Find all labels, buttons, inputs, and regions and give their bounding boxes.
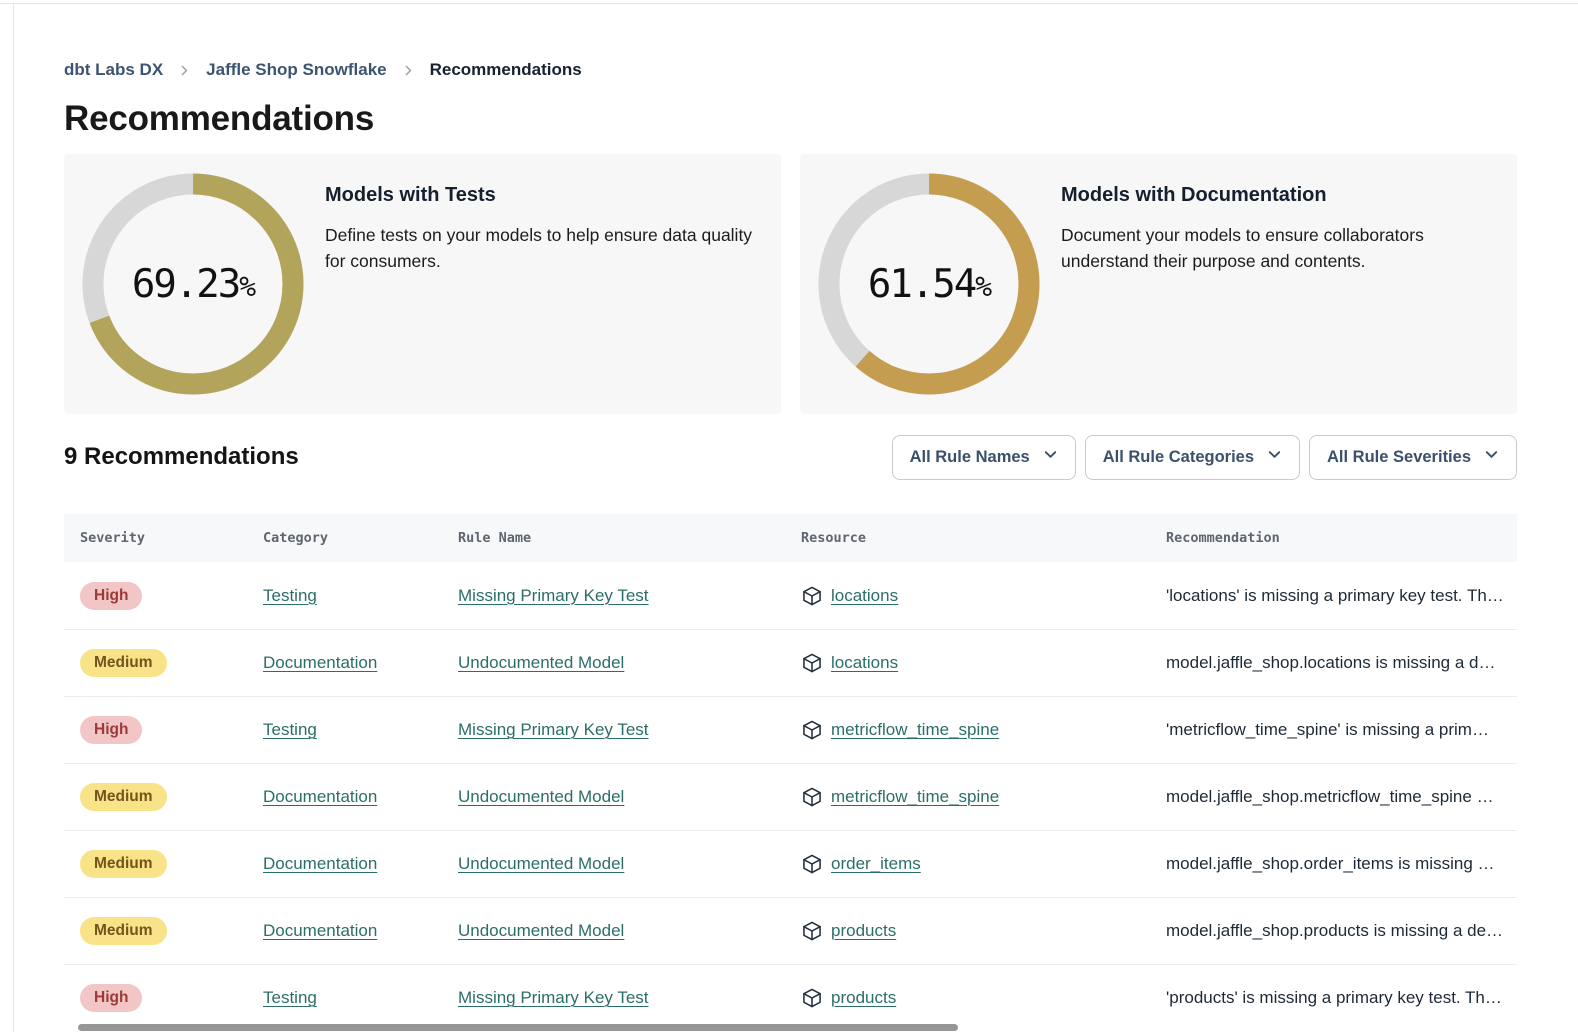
column-header-resource: Resource [801,530,1166,546]
rule-name-link[interactable]: Undocumented Model [458,854,624,873]
table-row: Medium Documentation Undocumented Model … [64,629,1517,696]
recommendations-table: Severity Category Rule Name Resource Rec… [64,514,1517,1031]
table-body: High Testing Missing Primary Key Test lo… [64,562,1517,1031]
chevron-right-icon [402,64,415,77]
recommendations-count-heading: 9 Recommendations [64,443,299,471]
recommendation-text: 'locations' is missing a primary key tes… [1166,586,1517,606]
category-link[interactable]: Documentation [263,653,377,672]
models-with-documentation-donut-chart: 61.54% [818,173,1040,395]
card-description-models-with-documentation: Document your models to ensure collabora… [1061,222,1513,274]
recommendation-text: model.jaffle_shop.order_items is missing… [1166,854,1517,874]
horizontal-scrollbar-thumb[interactable] [78,1024,958,1031]
model-cube-icon [801,987,823,1009]
filter-bar: All Rule Names All Rule Categories All R… [892,435,1517,480]
severity-badge: Medium [80,917,167,945]
column-header-rule-name: Rule Name [458,530,801,546]
models-with-tests-donut-chart: 69.23% [82,173,304,395]
page-title: Recommendations [64,99,374,139]
severity-badge: High [80,582,142,610]
model-cube-icon [801,920,823,942]
table-header-row: Severity Category Rule Name Resource Rec… [64,514,1517,562]
models-with-documentation-card: 61.54% Models with Documentation Documen… [800,154,1517,414]
model-cube-icon [801,853,823,875]
content-top-divider [0,3,1578,4]
model-cube-icon [801,585,823,607]
metric-cards: 69.23% Models with Tests Define tests on… [64,154,1517,414]
resource-link[interactable]: locations [831,653,898,673]
chevron-down-icon [1267,447,1282,467]
breadcrumb-item-dbt-labs-dx[interactable]: dbt Labs DX [64,60,163,80]
recommendation-text: model.jaffle_shop.products is missing a … [1166,921,1517,941]
category-link[interactable]: Documentation [263,787,377,806]
table-row: Medium Documentation Undocumented Model … [64,830,1517,897]
severity-badge: High [80,716,142,744]
rule-name-link[interactable]: Missing Primary Key Test [458,586,649,605]
resource-link[interactable]: metricflow_time_spine [831,720,999,740]
table-row: High Testing Missing Primary Key Test pr… [64,964,1517,1031]
table-row: Medium Documentation Undocumented Model … [64,763,1517,830]
breadcrumb-item-recommendations: Recommendations [430,60,582,80]
severity-badge: Medium [80,783,167,811]
breadcrumb-item-jaffle-shop-snowflake[interactable]: Jaffle Shop Snowflake [206,60,386,80]
chevron-down-icon [1484,447,1499,467]
model-cube-icon [801,719,823,741]
column-header-severity: Severity [64,530,263,546]
models-with-tests-percent: 69.23% [82,173,304,395]
card-description-models-with-tests: Define tests on your models to help ensu… [325,222,777,274]
recommendation-text: model.jaffle_shop.metricflow_time_spine … [1166,787,1517,807]
resource-link[interactable]: products [831,988,896,1008]
model-cube-icon [801,652,823,674]
category-link[interactable]: Documentation [263,854,377,873]
category-link[interactable]: Documentation [263,921,377,940]
recommendations-section-header: 9 Recommendations All Rule Names All Rul… [64,434,1517,480]
rule-severities-filter-dropdown[interactable]: All Rule Severities [1309,435,1517,480]
models-with-documentation-percent: 61.54% [818,173,1040,395]
resource-link[interactable]: order_items [831,854,921,874]
category-link[interactable]: Testing [263,586,317,605]
card-title-models-with-tests: Models with Tests [325,184,496,207]
models-with-tests-card: 69.23% Models with Tests Define tests on… [64,154,781,414]
rule-name-link[interactable]: Undocumented Model [458,921,624,940]
recommendation-text: 'products' is missing a primary key test… [1166,988,1517,1008]
breadcrumb: dbt Labs DX Jaffle Shop Snowflake Recomm… [64,60,582,80]
rule-name-link[interactable]: Missing Primary Key Test [458,988,649,1007]
rule-categories-filter-dropdown[interactable]: All Rule Categories [1085,435,1300,480]
column-header-category: Category [263,530,458,546]
recommendation-text: 'metricflow_time_spine' is missing a pri… [1166,720,1517,740]
card-title-models-with-documentation: Models with Documentation [1061,184,1327,207]
content-left-divider [13,3,14,1032]
category-link[interactable]: Testing [263,720,317,739]
severity-badge: Medium [80,649,167,677]
resource-link[interactable]: products [831,921,896,941]
table-row: Medium Documentation Undocumented Model … [64,897,1517,964]
severity-badge: High [80,984,142,1012]
rule-names-filter-dropdown[interactable]: All Rule Names [892,435,1076,480]
model-cube-icon [801,786,823,808]
column-header-recommendation: Recommendation [1166,530,1517,546]
chevron-right-icon [178,64,191,77]
recommendation-text: model.jaffle_shop.locations is missing a… [1166,653,1517,673]
chevron-down-icon [1043,447,1058,467]
table-row: High Testing Missing Primary Key Test lo… [64,562,1517,629]
category-link[interactable]: Testing [263,988,317,1007]
rule-name-link[interactable]: Undocumented Model [458,653,624,672]
table-row: High Testing Missing Primary Key Test me… [64,696,1517,763]
resource-link[interactable]: locations [831,586,898,606]
resource-link[interactable]: metricflow_time_spine [831,787,999,807]
rule-name-link[interactable]: Undocumented Model [458,787,624,806]
severity-badge: Medium [80,850,167,878]
rule-name-link[interactable]: Missing Primary Key Test [458,720,649,739]
